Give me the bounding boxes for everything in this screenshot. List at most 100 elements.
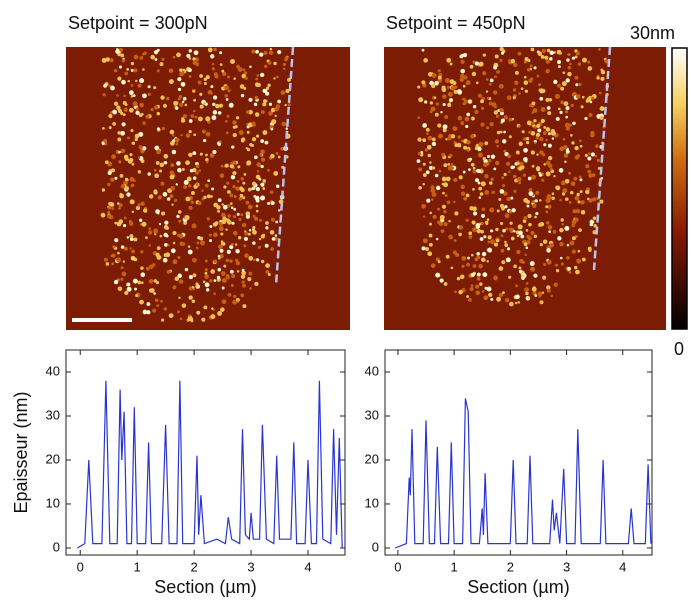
afm-particle	[466, 262, 470, 267]
afm-particle	[531, 174, 537, 180]
afm-particle	[141, 221, 147, 227]
afm-particle	[123, 246, 128, 251]
afm-particle	[422, 162, 426, 166]
afm-particle	[212, 110, 218, 115]
afm-particle	[471, 220, 476, 225]
afm-particle	[120, 266, 124, 270]
afm-particle	[434, 173, 439, 178]
afm-particle	[475, 290, 481, 296]
afm-particle	[213, 232, 218, 238]
afm-particle	[275, 104, 280, 109]
afm-particle	[120, 130, 125, 136]
afm-particle	[192, 176, 197, 180]
afm-particle	[527, 296, 531, 299]
afm-particle	[517, 125, 521, 128]
afm-particle	[273, 171, 279, 176]
afm-particle	[251, 137, 257, 142]
afm-particle	[486, 218, 490, 221]
afm-particle	[499, 130, 503, 134]
afm-particle	[108, 206, 112, 210]
afm-particle	[441, 87, 447, 93]
afm-particle	[512, 165, 516, 169]
afm-particle	[547, 204, 552, 209]
afm-particle	[579, 178, 583, 182]
afm-particle	[522, 219, 527, 223]
afm-particle	[262, 102, 267, 107]
afm-particle	[112, 122, 116, 126]
afm-particle	[548, 98, 553, 102]
afm-particle	[203, 81, 207, 86]
afm-particle	[129, 176, 135, 182]
afm-particle	[503, 130, 506, 134]
afm-particle	[462, 84, 466, 88]
afm-particle	[236, 300, 239, 304]
afm-particle	[160, 181, 165, 186]
afm-particle	[148, 244, 152, 247]
afm-particle	[538, 83, 542, 87]
afm-particle	[237, 236, 242, 240]
afm-particle	[429, 161, 432, 164]
afm-particle	[445, 254, 450, 259]
afm-particle	[270, 217, 275, 222]
afm-particle	[514, 80, 519, 85]
afm-particle	[235, 249, 240, 254]
afm-particle	[156, 127, 161, 131]
afm-particle	[467, 168, 471, 172]
afm-particle	[435, 102, 440, 106]
afm-particle	[501, 206, 505, 211]
afm-particle	[547, 143, 552, 148]
afm-particle	[446, 57, 452, 63]
afm-particle	[192, 57, 196, 61]
afm-particle	[567, 266, 571, 271]
afm-particle	[476, 272, 481, 277]
afm-particle	[458, 225, 464, 230]
afm-particle	[528, 191, 534, 196]
afm-particle	[422, 138, 427, 143]
afm-particle	[177, 273, 183, 279]
afm-particle	[132, 278, 138, 284]
afm-particle	[254, 216, 259, 221]
afm-particle	[181, 303, 187, 308]
afm-particle	[477, 181, 481, 185]
y-tick-label: 30	[46, 407, 60, 422]
afm-particle	[116, 105, 121, 110]
afm-particle	[427, 135, 433, 141]
afm-particle	[153, 86, 157, 90]
afm-particle	[134, 287, 137, 291]
afm-particle	[129, 153, 133, 157]
afm-particle	[538, 173, 543, 177]
afm-particle	[534, 199, 538, 203]
afm-particle	[581, 95, 585, 99]
afm-particle	[500, 234, 504, 238]
afm-particle	[229, 163, 235, 169]
afm-particle	[505, 227, 509, 231]
afm-particle	[431, 141, 437, 147]
afm-particle	[264, 140, 269, 145]
afm-particle	[218, 226, 224, 232]
afm-particle	[139, 56, 144, 60]
afm-particle	[488, 82, 492, 86]
afm-particle	[462, 170, 466, 174]
afm-particle	[193, 50, 199, 56]
afm-particle	[545, 138, 548, 142]
afm-particle	[528, 130, 532, 134]
afm-particle	[201, 129, 206, 134]
afm-particle	[282, 67, 286, 71]
afm-particle	[518, 141, 523, 146]
afm-particle	[260, 182, 265, 187]
afm-particle	[202, 280, 206, 284]
afm-particle	[142, 309, 148, 315]
afm-particle	[470, 162, 475, 167]
afm-particle	[498, 198, 502, 201]
afm-particle	[280, 146, 284, 151]
afm-particle	[496, 130, 501, 135]
afm-particle	[460, 184, 465, 190]
afm-particle	[199, 236, 204, 241]
afm-particle	[551, 196, 555, 201]
afm-particle	[443, 163, 448, 168]
afm-particle	[117, 251, 120, 255]
profile-line	[77, 380, 343, 549]
afm-particle	[184, 103, 188, 107]
afm-particle	[452, 80, 457, 86]
afm-particle	[519, 258, 524, 264]
